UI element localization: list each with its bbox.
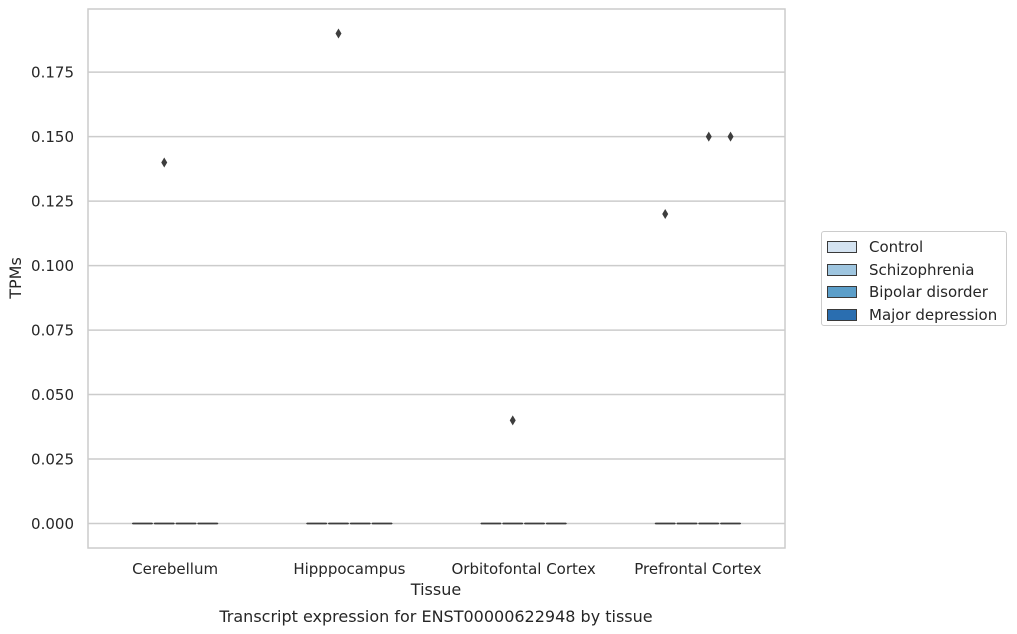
y-tick-label: 0.175 xyxy=(31,64,74,82)
y-tick-label: 0.025 xyxy=(31,451,74,469)
x-tick-labels: Cerebellum Hipppocampus Orbitofontal Corte… xyxy=(132,560,761,578)
y-axis-label: TPMs xyxy=(6,257,25,300)
x-tick-label: Orbitofontal Cortex xyxy=(452,560,596,578)
legend-swatch xyxy=(827,286,857,299)
x-tick-label: Prefrontal Cortex xyxy=(634,560,761,578)
outliers xyxy=(161,28,734,426)
legend-item-bipolar-disorder: Bipolar disorder xyxy=(827,281,1006,304)
chart-title: Transcript expression for ENST0000062294… xyxy=(218,607,652,626)
legend-swatch xyxy=(827,263,857,276)
legend-swatch xyxy=(827,241,857,254)
x-tick-label: Hipppocampus xyxy=(293,560,405,578)
legend-label: Major depression xyxy=(869,305,998,324)
plot-area xyxy=(87,8,786,549)
legend-item-schizophrenia: Schizophrenia xyxy=(827,259,1006,282)
outlier-point xyxy=(335,28,342,39)
outlier-point xyxy=(662,209,669,220)
legend-swatch xyxy=(827,308,857,321)
x-tick-label: Cerebellum xyxy=(132,560,218,578)
y-tick-label: 0.150 xyxy=(31,128,74,146)
y-tick-label: 0.100 xyxy=(31,257,74,275)
y-tick-label: 0.050 xyxy=(31,386,74,404)
x-axis-label: Tissue xyxy=(410,580,461,599)
y-tick-labels: 0.000 0.025 0.050 0.075 0.100 0.125 0.150 0.175 xyxy=(31,64,74,533)
legend-label: Schizophrenia xyxy=(869,260,975,279)
y-tick-label: 0.075 xyxy=(31,322,74,340)
outlier-point xyxy=(161,157,168,168)
outlier-point xyxy=(727,131,734,142)
legend-item-major-depression: Major depression xyxy=(827,304,1006,327)
legend-item-control: Control xyxy=(827,236,1006,259)
outlier-point xyxy=(509,415,516,426)
y-tick-label: 0.125 xyxy=(31,193,74,211)
y-tick-label: 0.000 xyxy=(31,515,74,533)
outlier-point xyxy=(705,131,712,142)
legend: Control Schizophrenia Bipolar disorder M… xyxy=(821,231,1007,326)
legend-label: Bipolar disorder xyxy=(869,283,988,302)
legend-label: Control xyxy=(869,238,924,257)
